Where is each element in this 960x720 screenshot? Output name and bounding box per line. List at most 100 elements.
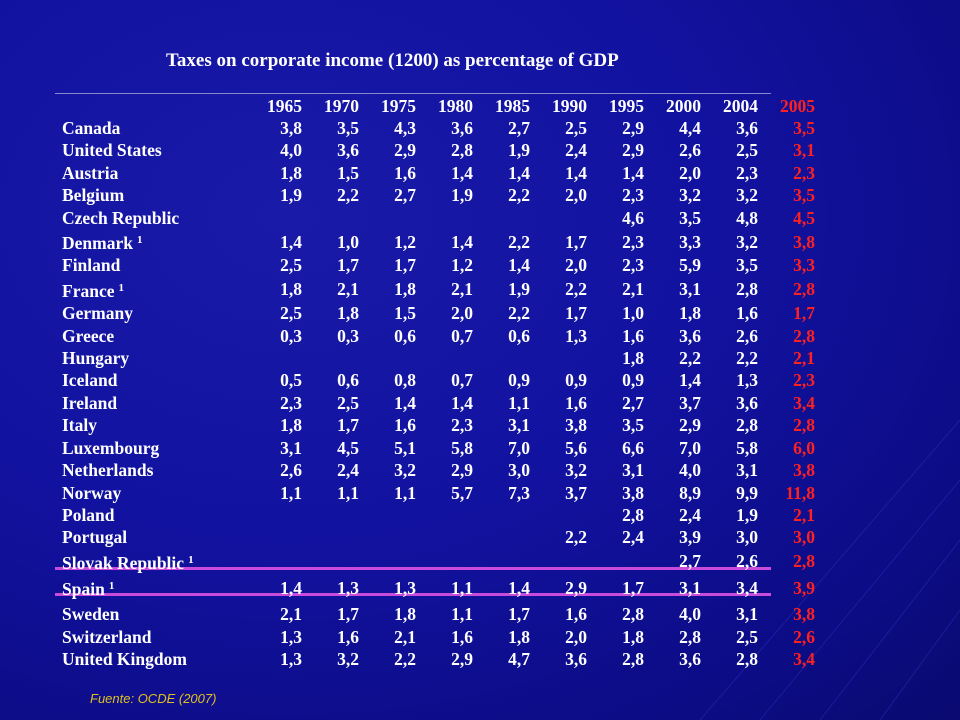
value-cell-1990: 2,2 (565, 527, 587, 548)
value-cell-1975: 2,7 (394, 185, 416, 206)
value-cell-2005: 2,8 (793, 279, 815, 300)
value-cell-2004: 2,6 (736, 551, 758, 572)
value-cell-1985: 7,0 (508, 437, 530, 458)
value-cell-1965: 1,4 (280, 231, 302, 252)
year-header-1990: 1990 (552, 96, 587, 116)
value-cell-1980: 1,1 (451, 577, 473, 598)
value-cell-1975: 1,1 (394, 482, 416, 503)
value-cell-2000: 7,0 (679, 437, 701, 458)
value-cell-1975 (359, 347, 416, 369)
value-cell-1980: 0,7 (451, 325, 473, 346)
table-row: Greece 0,3 0,3 0,6 0,7 0,6 1,3 1,6 3,6 2,6 2,8 (55, 325, 815, 347)
value-cell-2004: 1,6 (736, 303, 758, 324)
value-cell-1985: 1,4 (508, 577, 530, 598)
value-cell-1965: 1,8 (280, 279, 302, 300)
country-cell: Luxembourg (55, 437, 245, 459)
value-cell-2004: 3,4 (736, 577, 758, 598)
value-cell-1970: 0,3 (337, 325, 359, 346)
value-cell-1990: 2,0 (565, 255, 587, 276)
value-cell-1985: 1,4 (508, 162, 530, 183)
value-cell-1980: 2,1 (451, 279, 473, 300)
value-cell-1970: 2,5 (337, 392, 359, 413)
value-cell-1995: 1,6 (622, 325, 644, 346)
value-cell-1965: 2,6 (280, 460, 302, 481)
value-cell-1985: 2,7 (508, 118, 530, 138)
value-cell-1995: 6,6 (622, 437, 644, 458)
value-cell-2000: 4,0 (679, 604, 701, 625)
value-cell-1970: 3,6 (337, 140, 359, 161)
value-cell-1990: 1,4 (565, 162, 587, 183)
value-cell-1975 (359, 504, 416, 526)
value-cell-1980: 2,9 (451, 460, 473, 481)
year-header-1965: 1965 (267, 96, 302, 116)
value-cell-2004: 2,8 (736, 415, 758, 436)
year-header-2000: 2000 (666, 96, 701, 116)
value-cell-1980: 2,3 (451, 415, 473, 436)
value-cell-1985 (473, 549, 530, 574)
country-cell: Canada (55, 117, 245, 139)
value-cell-1990: 3,7 (565, 482, 587, 503)
value-cell-2000: 1,8 (679, 303, 701, 324)
value-cell-1970: 3,2 (337, 648, 359, 669)
value-cell-2000: 2,4 (679, 504, 701, 525)
value-cell-1995: 1,8 (622, 626, 644, 647)
page-title: Taxes on corporate income (1200) as perc… (166, 50, 619, 71)
value-cell-1970: 2,4 (337, 460, 359, 481)
value-cell-1985: 7,3 (508, 482, 530, 503)
country-name: Spain (62, 579, 105, 600)
value-cell-1995: 3,5 (622, 415, 644, 436)
value-cell-1990: 2,2 (565, 279, 587, 300)
value-cell-2000: 3,6 (679, 325, 701, 346)
value-cell-1990 (530, 347, 587, 369)
country-name: Hungary (62, 348, 130, 369)
footnote-marker: 1 (108, 580, 115, 593)
value-cell-1965 (245, 504, 302, 526)
value-cell-1990: 2,9 (565, 577, 587, 598)
value-cell-2000: 3,1 (679, 279, 701, 300)
value-cell-2005: 3,9 (793, 577, 815, 598)
value-cell-1995: 2,3 (622, 185, 644, 206)
value-cell-1980: 1,2 (451, 255, 473, 276)
country-name: United States (62, 140, 162, 161)
country-name: Italy (62, 415, 97, 436)
value-cell-1990: 1,6 (565, 604, 587, 625)
value-cell-1965: 2,5 (280, 255, 302, 276)
country-name: Greece (62, 325, 115, 346)
value-cell-2000: 2,2 (679, 348, 701, 369)
value-cell-1975: 0,8 (394, 370, 416, 391)
country-name: Belgium (62, 185, 125, 206)
value-cell-2005: 3,0 (793, 527, 815, 548)
value-cell-1975: 0,6 (394, 325, 416, 346)
value-cell-2004: 3,2 (736, 231, 758, 252)
value-cell-1995: 2,1 (622, 279, 644, 300)
value-cell-1995: 4,6 (622, 207, 644, 228)
value-cell-1965: 1,3 (280, 648, 302, 669)
value-cell-2004: 3,1 (736, 460, 758, 481)
value-cell-1985: 2,2 (508, 185, 530, 206)
value-cell-1985: 1,8 (508, 626, 530, 647)
country-name: Ireland (62, 392, 118, 413)
value-cell-1995: 3,8 (622, 482, 644, 503)
value-cell-2004: 1,3 (736, 370, 758, 391)
value-cell-1965: 3,8 (280, 118, 302, 138)
value-cell-1965: 1,8 (280, 162, 302, 183)
value-cell-1985: 4,7 (508, 648, 530, 669)
value-cell-1975: 1,6 (394, 162, 416, 183)
value-cell-1965: 2,5 (280, 303, 302, 324)
table-row: Belgium 1,9 2,2 2,7 1,9 2,2 2,0 2,3 3,2 3,2 3,5 (55, 184, 815, 206)
country-name: Norway (62, 482, 122, 503)
value-cell-2004: 2,8 (736, 648, 758, 669)
value-cell-1990: 5,6 (565, 437, 587, 458)
value-cell-2004: 5,8 (736, 437, 758, 458)
country-name: Germany (62, 303, 133, 324)
table-body: Canada 3,8 3,5 4,3 3,6 2,7 2,5 2,9 4,4 3,6 3,5 Unit… (55, 117, 815, 670)
value-cell-1975: 2,2 (394, 648, 416, 669)
country-name: Austria (62, 162, 119, 183)
value-cell-2004: 3,1 (736, 604, 758, 625)
value-cell-1990: 2,0 (565, 185, 587, 206)
value-cell-1995: 2,8 (622, 648, 644, 669)
year-header-1970: 1970 (324, 96, 359, 116)
value-cell-1970: 1,5 (337, 162, 359, 183)
value-cell-1985: 0,6 (508, 325, 530, 346)
value-cell-2005: 3,3 (793, 255, 815, 276)
